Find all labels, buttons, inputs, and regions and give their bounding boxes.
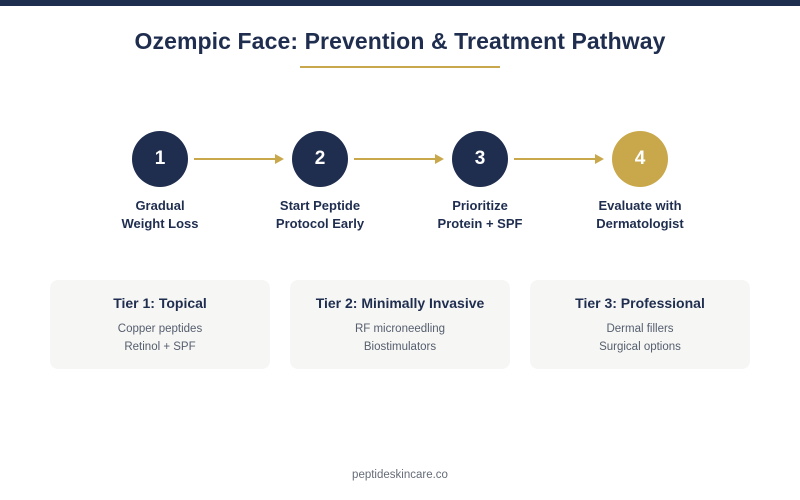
tier-1-item: Retinol + SPF bbox=[124, 341, 196, 353]
tier-1-title: Tier 1: Topical bbox=[113, 295, 207, 311]
tier-3-card: Tier 3: Professional Dermal fillers Surg… bbox=[530, 280, 750, 369]
step-1-circle: 1 bbox=[132, 131, 188, 187]
tier-1-item: Copper peptides bbox=[117, 323, 203, 335]
arrow-2-to-3 bbox=[354, 154, 444, 164]
top-accent-bar bbox=[0, 0, 800, 6]
step-4-label: Evaluate with Dermatologist bbox=[565, 197, 715, 233]
tier-1-card: Tier 1: Topical Copper peptides Retinol … bbox=[50, 280, 270, 369]
tier-3-item: Dermal fillers bbox=[606, 323, 674, 335]
process-flow: 1 2 3 4 Gradual Weight Loss Start Peptid… bbox=[85, 131, 715, 233]
arrow-1-to-2 bbox=[194, 154, 284, 164]
page-title: Ozempic Face: Prevention & Treatment Pat… bbox=[134, 28, 666, 54]
step-1-label: Gradual Weight Loss bbox=[85, 197, 235, 233]
step-3-label-line1: Prioritize bbox=[452, 198, 508, 213]
step-3-label-line2: Protein + SPF bbox=[437, 216, 523, 231]
tier-2-item: RF microneedling bbox=[354, 323, 446, 335]
footer-site-name: peptideskincare.co bbox=[352, 469, 448, 481]
tier-2-items: RF microneedling Biostimulators bbox=[290, 320, 510, 356]
step-2-label-line2: Protocol Early bbox=[275, 216, 365, 231]
step-1-label-line1: Gradual bbox=[135, 198, 185, 213]
tier-3-items: Dermal fillers Surgical options bbox=[530, 320, 750, 356]
tier-1-items: Copper peptides Retinol + SPF bbox=[50, 320, 270, 356]
tier-2-item: Biostimulators bbox=[363, 341, 437, 353]
tier-2-card: Tier 2: Minimally Invasive RF microneedl… bbox=[290, 280, 510, 369]
step-3-circle: 3 bbox=[452, 131, 508, 187]
step-3-label: Prioritize Protein + SPF bbox=[405, 197, 555, 233]
step-4-circle: 4 bbox=[612, 131, 668, 187]
tier-3-item: Surgical options bbox=[599, 341, 681, 353]
step-2-circle: 2 bbox=[292, 131, 348, 187]
tier-2-title: Tier 2: Minimally Invasive bbox=[315, 295, 485, 311]
step-2-label-line1: Start Peptide bbox=[279, 198, 361, 213]
tier-3-title: Tier 3: Professional bbox=[575, 295, 705, 311]
arrow-3-to-4 bbox=[514, 154, 604, 164]
step-4-label-line2: Dermatologist bbox=[596, 216, 684, 231]
step-4-label-line1: Evaluate with bbox=[598, 198, 682, 213]
step-2-label: Start Peptide Protocol Early bbox=[245, 197, 395, 233]
step-1-label-line2: Weight Loss bbox=[121, 216, 199, 231]
title-underline bbox=[300, 66, 500, 68]
